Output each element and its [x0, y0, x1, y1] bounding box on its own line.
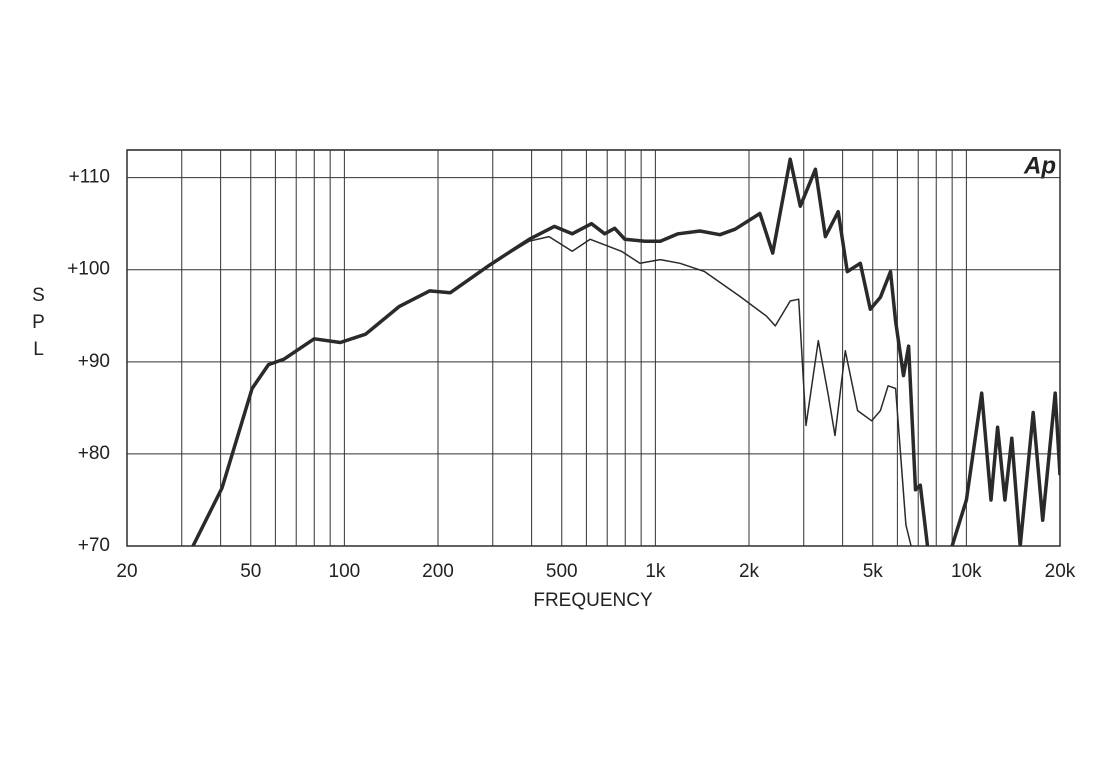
x-tick-label: 200	[422, 561, 454, 582]
x-tick-label: 2k	[739, 561, 760, 582]
x-tick-label: 5k	[863, 561, 884, 582]
y-axis-label: SPL	[28, 285, 49, 366]
x-tick-label: 10k	[951, 561, 982, 582]
y-tick-label: +80	[78, 443, 110, 464]
y-tick-label: +110	[69, 167, 110, 188]
response-line	[191, 157, 1060, 546]
y-tick-label: +100	[67, 259, 110, 280]
x-tick-label: 1k	[645, 561, 666, 582]
x-tick-label: 100	[329, 561, 361, 582]
x-tick-label: 500	[546, 561, 578, 582]
plot-lines	[191, 157, 1060, 546]
y-tick-label: +70	[78, 535, 110, 556]
y-tick-label: +90	[78, 351, 110, 372]
logo: Ap	[1023, 152, 1056, 179]
response-line	[192, 235, 912, 546]
x-tick-label: 20k	[1045, 561, 1076, 582]
x-tick-label: 20	[116, 561, 137, 582]
x-tick-label: 50	[240, 561, 261, 582]
x-axis-label: FREQUENCY	[533, 590, 653, 611]
